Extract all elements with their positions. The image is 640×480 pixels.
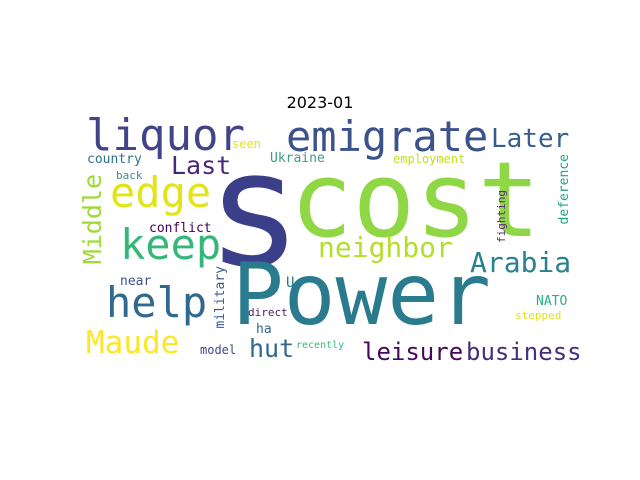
word-ukraine: Ukraine <box>270 151 325 166</box>
word-emigrate: emigrate <box>286 112 489 161</box>
word-seen: seen <box>232 137 261 151</box>
word-stepped: stepped <box>515 309 562 322</box>
word-u: U <box>286 275 295 291</box>
word-ha: ha <box>256 322 272 337</box>
word-direct: direct <box>248 306 288 319</box>
word-help: help <box>106 278 208 327</box>
word-leisure: leisure <box>362 338 464 366</box>
word-arabia: Arabia <box>470 246 572 279</box>
word-power: Power <box>232 245 491 345</box>
word-last: Last <box>171 151 232 180</box>
word-hut: hut <box>249 334 295 363</box>
word-recently: recently <box>296 340 345 351</box>
word-near: near <box>120 274 152 289</box>
word-later: Later <box>491 124 570 154</box>
word-employment: employment <box>393 152 466 166</box>
word-maude: Maude <box>86 325 180 361</box>
word-military: military <box>213 266 228 329</box>
word-s: s <box>206 116 303 303</box>
word-model: model <box>200 343 237 357</box>
chart-title: 2023-01 <box>286 93 354 112</box>
word-cloud: s cost Power liquor emigrate Later Last … <box>78 114 582 368</box>
word-business: business <box>466 338 582 366</box>
word-neighbor: neighbor <box>318 231 453 264</box>
word-nato: NATO <box>536 294 568 309</box>
word-cost: cost <box>290 139 541 261</box>
word-keep: keep <box>120 220 222 269</box>
word-edge: edge <box>110 168 212 217</box>
word-deference: deference <box>557 154 572 225</box>
word-country: country <box>87 152 142 167</box>
word-middle: Middle <box>78 174 107 265</box>
word-fighting: fighting <box>495 190 508 243</box>
word-conflict: conflict <box>149 221 212 236</box>
word-back: back <box>116 169 143 182</box>
word-liquor: liquor <box>86 110 245 161</box>
